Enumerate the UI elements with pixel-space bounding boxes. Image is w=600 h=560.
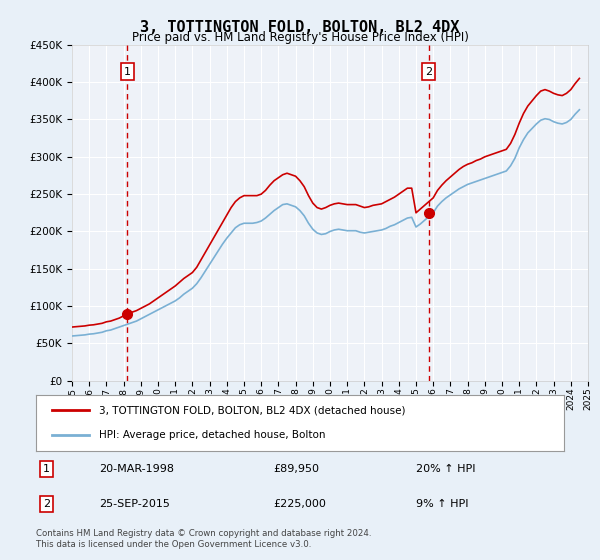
Text: £89,950: £89,950 bbox=[274, 464, 320, 474]
Text: Price paid vs. HM Land Registry's House Price Index (HPI): Price paid vs. HM Land Registry's House … bbox=[131, 31, 469, 44]
Text: 1: 1 bbox=[124, 67, 131, 77]
Text: 20-MAR-1998: 20-MAR-1998 bbox=[100, 464, 175, 474]
Text: Contains HM Land Registry data © Crown copyright and database right 2024.
This d: Contains HM Land Registry data © Crown c… bbox=[36, 529, 371, 549]
Text: 3, TOTTINGTON FOLD, BOLTON, BL2 4DX: 3, TOTTINGTON FOLD, BOLTON, BL2 4DX bbox=[140, 20, 460, 35]
Text: 25-SEP-2015: 25-SEP-2015 bbox=[100, 499, 170, 509]
Text: HPI: Average price, detached house, Bolton: HPI: Average price, detached house, Bolt… bbox=[100, 430, 326, 440]
Text: 9% ↑ HPI: 9% ↑ HPI bbox=[416, 499, 469, 509]
Text: 2: 2 bbox=[425, 67, 432, 77]
Text: 20% ↑ HPI: 20% ↑ HPI bbox=[416, 464, 476, 474]
Text: £225,000: £225,000 bbox=[274, 499, 326, 509]
Text: 1: 1 bbox=[43, 464, 50, 474]
Text: 2: 2 bbox=[43, 499, 50, 509]
Text: 3, TOTTINGTON FOLD, BOLTON, BL2 4DX (detached house): 3, TOTTINGTON FOLD, BOLTON, BL2 4DX (det… bbox=[100, 405, 406, 416]
